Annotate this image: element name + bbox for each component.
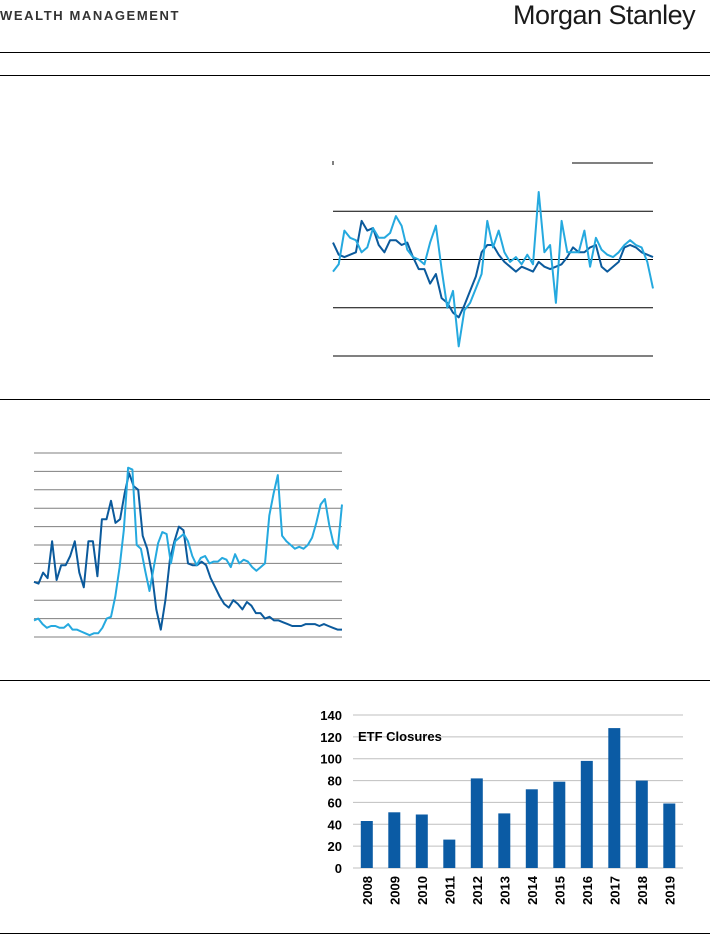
section-divider-1 [0,399,710,400]
bar-2009 [388,812,401,868]
y-tick-label: 140 [320,708,342,723]
x-tick-label: 2010 [415,876,430,905]
y-tick-label: 20 [328,839,342,854]
header-rule-bottom [0,75,710,76]
y-tick-label: 0 [335,861,342,876]
x-tick-label: 2018 [635,876,650,905]
y-tick-label: 120 [320,730,342,745]
bar-2015 [553,781,566,868]
header-rule-top [0,52,710,53]
footer-rule [0,933,710,934]
series-line-1 [33,472,342,631]
x-tick-label: 2009 [387,876,402,905]
x-tick-label: 2013 [497,876,512,905]
bar-2016 [580,760,593,868]
bar-2019 [663,803,676,868]
bar-2017 [608,728,621,868]
y-tick-label: 80 [328,774,342,789]
x-tick-label: 2012 [470,876,485,905]
x-tick-label: 2015 [552,876,567,905]
bar-2012 [470,778,483,868]
x-tick-label: 2014 [525,875,540,905]
x-tick-label: 2017 [607,876,622,905]
bar-2011 [443,839,456,868]
x-tick-label: 2008 [360,876,375,905]
series-line-2 [33,466,343,637]
wealth-management-label: WEALTH MANAGEMENT [0,8,181,23]
brand-logo: Morgan Stanley [513,0,696,30]
bar-2018 [635,780,648,868]
y-tick-label: 60 [328,795,342,810]
x-tick-label: 2019 [662,876,677,905]
series-line-2 [332,191,654,348]
section-divider-2 [0,680,710,681]
bar-2008 [360,821,373,868]
bar-2013 [498,813,511,868]
x-tick-label: 2016 [580,876,595,905]
x-tick-label: 2011 [442,876,457,904]
chart-annotation: ETF Closures [358,729,442,744]
bar-2014 [525,789,538,868]
bar-2010 [415,814,428,868]
y-tick-label: 100 [320,752,342,767]
y-tick-label: 40 [328,817,342,832]
